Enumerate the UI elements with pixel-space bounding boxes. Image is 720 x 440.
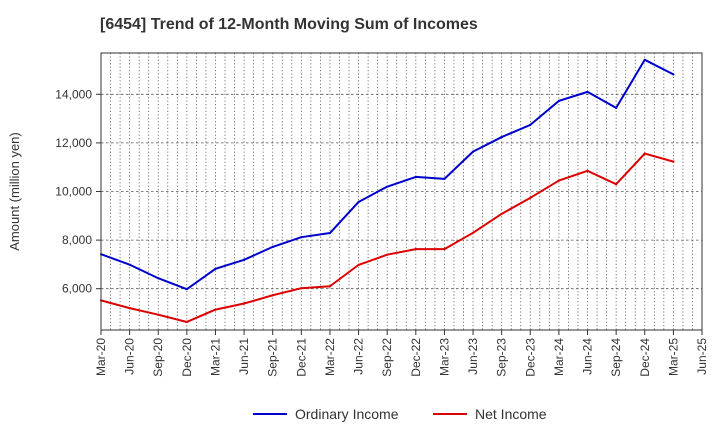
- ordinary-income-point: [529, 123, 532, 127]
- y-tick-label: 14,000: [55, 87, 92, 101]
- x-tick-label: Jun-22: [352, 338, 366, 375]
- x-tick-label: Dec-21: [294, 338, 308, 377]
- ordinary-income-point: [471, 150, 475, 153]
- net-income-point: [672, 160, 675, 163]
- ordinary-income-point: [214, 267, 217, 270]
- x-tick-label: Mar-25: [666, 338, 680, 376]
- chart-title: [6454] Trend of 12-Month Moving Sum of I…: [100, 16, 478, 33]
- net-income-point: [271, 294, 274, 297]
- net-income-point: [529, 196, 532, 199]
- ordinary-income-point: [615, 106, 618, 110]
- ordinary-income-point: [185, 288, 188, 291]
- x-tick-label: Sep-21: [266, 338, 280, 377]
- ordinary-income-point: [443, 177, 446, 180]
- x-tick-label: Jun-24: [581, 338, 595, 375]
- legend-layer: Ordinary Income Net Income: [253, 406, 547, 422]
- x-tick-label: Jun-21: [237, 338, 251, 375]
- x-tick-label: Jun-25: [695, 338, 709, 375]
- grid-layer: [101, 53, 702, 330]
- ordinary-income-point: [357, 200, 360, 204]
- net-income-point: [615, 183, 618, 186]
- x-tick-label: Mar-20: [94, 338, 108, 376]
- net-income-point: [328, 285, 332, 288]
- net-income-point: [128, 307, 131, 310]
- net-income-point: [414, 247, 417, 251]
- net-income-point: [500, 212, 503, 215]
- ordinary-income-point: [500, 135, 503, 139]
- ordinary-income-point: [586, 90, 589, 93]
- x-tick-label: Mar-21: [208, 338, 222, 376]
- ordinary-income-point: [300, 236, 303, 239]
- net-income-point: [357, 263, 360, 266]
- ordinary-income-point: [328, 231, 332, 235]
- ordinary-income-point: [157, 277, 160, 280]
- x-tick-label: Dec-20: [180, 338, 194, 377]
- net-income-point: [300, 287, 303, 290]
- x-tick-label: Sep-22: [380, 338, 394, 377]
- x-tick-label: Mar-23: [437, 338, 451, 376]
- ordinary-income-point: [386, 185, 389, 188]
- net-income-point: [214, 308, 217, 311]
- ordinary-income-point: [672, 73, 675, 76]
- net-income-point: [443, 247, 446, 251]
- ordinary-income-point: [242, 258, 246, 261]
- y-tick-label: 6,000: [62, 282, 92, 296]
- ordinary-income-point: [557, 99, 561, 102]
- net-income-point: [386, 253, 389, 256]
- net-income-point: [185, 320, 188, 324]
- series-layer: [99, 58, 675, 324]
- y-tick-label: 10,000: [55, 185, 92, 199]
- net-income-point: [586, 169, 589, 172]
- y-tick-label: 12,000: [55, 136, 92, 150]
- ordinary-income-point: [643, 58, 646, 61]
- x-tick-label: Dec-24: [638, 338, 652, 377]
- x-tick-label: Dec-22: [409, 338, 423, 377]
- net-income-point: [557, 179, 561, 182]
- x-tick-label: Mar-24: [552, 338, 566, 376]
- x-tick-label: Mar-22: [323, 338, 337, 376]
- net-income-point: [643, 152, 646, 155]
- legend-label-ordinary-income: Ordinary Income: [295, 406, 399, 422]
- y-tick-label: 8,000: [62, 233, 92, 247]
- net-income-point: [242, 302, 246, 305]
- tick-layer: 6,000 8,000 10,000 12,000 14,000 Mar-20 Jun-20…: [55, 87, 709, 376]
- net-income-point: [157, 313, 160, 316]
- axis-label-layer: Amount (million yen): [7, 132, 22, 251]
- net-income-point: [471, 231, 475, 234]
- legend-label-net-income: Net Income: [475, 406, 547, 422]
- ordinary-income-point: [414, 175, 417, 179]
- x-tick-label: Jun-23: [466, 338, 480, 375]
- y-axis-label: Amount (million yen): [7, 132, 22, 251]
- x-tick-label: Jun-20: [123, 338, 137, 375]
- x-tick-label: Sep-24: [609, 338, 623, 377]
- x-tick-label: Sep-20: [151, 338, 165, 377]
- x-tick-label: Dec-23: [523, 338, 537, 377]
- ordinary-income-point: [128, 263, 131, 266]
- x-tick-label: Sep-23: [495, 338, 509, 377]
- ordinary-income-point: [271, 245, 274, 248]
